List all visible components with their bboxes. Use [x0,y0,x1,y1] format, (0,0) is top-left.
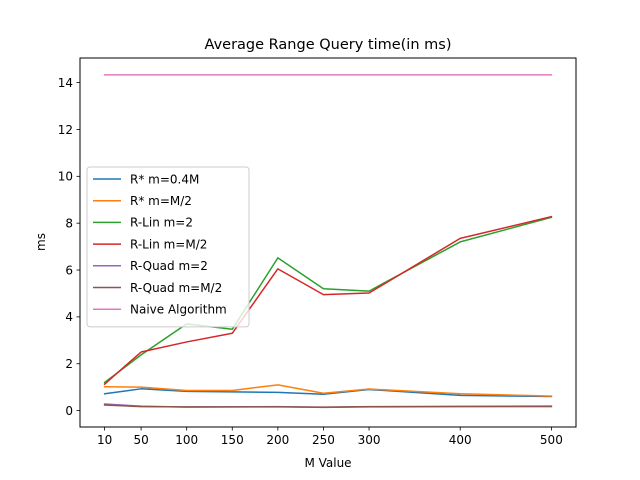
x-tick-label: 400 [449,433,472,447]
y-tick-label: 14 [58,76,73,90]
series-line-5 [103,404,553,408]
y-tick-label: 10 [58,170,73,184]
y-tick-label: 12 [58,123,73,137]
plot-frame [79,57,577,428]
legend-entry-4: R-Quad m=2 [130,259,208,273]
x-tick-label: 250 [312,433,335,447]
x-tick-label: 150 [221,433,244,447]
y-axis: 0 2 4 6 8 10 12 14 [58,76,80,418]
x-tick-label: 50 [133,433,148,447]
y-tick-label: 2 [65,357,73,371]
legend-entry-2: R-Lin m=2 [130,216,193,230]
series-line-0 [103,388,553,398]
legend-entry-0: R* m=0.4M [130,172,199,186]
legend-box [86,166,250,328]
y-tick-label: 8 [65,216,73,230]
x-axis: 10 50 100 150 200 250 300 400 500 [97,427,563,447]
y-tick-label: 4 [65,310,73,324]
x-tick-label: 10 [97,433,112,447]
y-tick-label: 6 [65,263,73,277]
legend: R* m=0.4M R* m=M/2 R-Lin m=2 R-Lin m=M/2 R-Q… [86,166,250,328]
plot-area [103,74,553,409]
series-line-1 [103,384,553,397]
y-tick-label: 0 [65,404,73,418]
x-tick-label: 300 [358,433,381,447]
series-line-3 [103,215,553,386]
x-tick-label: 100 [175,433,198,447]
legend-entry-1: R* m=M/2 [130,194,192,208]
legend-entry-6: Naive Algorithm [130,303,227,317]
legend-entry-3: R-Lin m=M/2 [130,237,207,251]
x-tick-label: 500 [540,433,563,447]
legend-entry-5: R-Quad m=M/2 [130,281,222,295]
x-axis-label: M Value [304,456,351,470]
x-tick-label: 200 [266,433,289,447]
y-axis-label: ms [34,233,48,251]
chart-title: Average Range Query time(in ms) [205,37,452,53]
series-line-2 [103,216,553,384]
